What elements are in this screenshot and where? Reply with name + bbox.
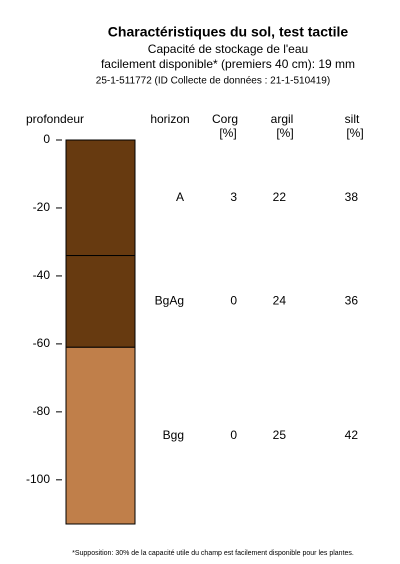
cell-corg: 0 [230, 428, 237, 442]
cell-argil: 25 [273, 428, 287, 442]
column-unit: [%] [276, 126, 293, 140]
cell-name: BgAg [155, 294, 184, 308]
column-header: horizon [150, 112, 189, 126]
subtitle: 25-1-511772 (ID Collecte de données : 21… [96, 76, 330, 87]
subtitle: facilement disponible* (premiers 40 cm):… [101, 57, 355, 71]
y-tick-label: -100 [26, 472, 50, 486]
cell-silt: 42 [345, 428, 359, 442]
y-tick-label: -40 [33, 268, 51, 282]
cell-name: A [176, 190, 184, 204]
cell-name: Bgg [163, 428, 184, 442]
cell-silt: 36 [345, 294, 359, 308]
horizon-layer [65, 139, 136, 257]
y-tick-label: -20 [33, 200, 51, 214]
chart-title: Charactéristiques du sol, test tactile [108, 24, 349, 40]
horizon-layer [65, 255, 136, 348]
y-tick-label: 0 [43, 132, 50, 146]
column-header: Corg [212, 112, 238, 126]
column-header: silt [345, 112, 360, 126]
y-tick-label: -60 [33, 336, 51, 350]
cell-corg: 3 [230, 190, 237, 204]
y-axis-label: profondeur [26, 112, 84, 126]
cell-silt: 38 [345, 190, 359, 204]
cell-argil: 24 [273, 294, 287, 308]
column-header: argil [271, 112, 294, 126]
horizon-layer [65, 346, 136, 525]
column-unit: [%] [219, 126, 236, 140]
footnote: *Supposition: 30% de la capacité utile d… [72, 550, 354, 557]
cell-argil: 22 [273, 190, 287, 204]
cell-corg: 0 [230, 294, 237, 308]
subtitle: Capacité de stockage de l'eau [148, 42, 308, 56]
y-tick-label: -80 [33, 404, 51, 418]
column-unit: [%] [346, 126, 363, 140]
